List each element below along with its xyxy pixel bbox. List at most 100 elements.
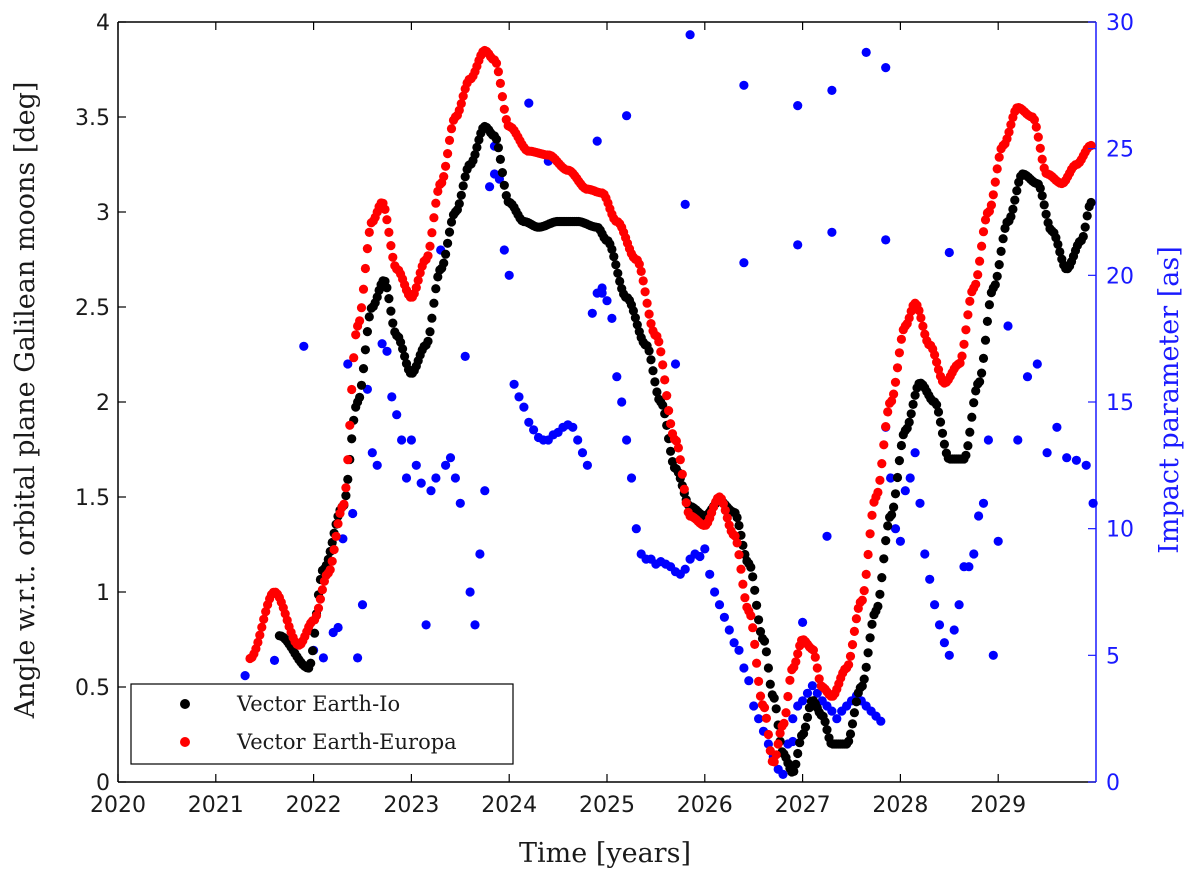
series-earth-io bbox=[274, 121, 1096, 777]
data-point bbox=[881, 536, 891, 546]
data-point bbox=[392, 410, 402, 420]
data-point bbox=[577, 448, 588, 458]
data-point bbox=[431, 473, 441, 483]
data-point bbox=[677, 469, 687, 479]
data-point bbox=[615, 276, 625, 286]
data-point bbox=[1035, 183, 1045, 193]
data-point bbox=[990, 177, 1000, 187]
data-point bbox=[318, 653, 328, 663]
data-point bbox=[964, 562, 974, 572]
data-point bbox=[458, 181, 468, 191]
data-point bbox=[670, 359, 681, 369]
data-point bbox=[700, 544, 710, 554]
y-tick-label-left: 1.5 bbox=[75, 486, 110, 511]
y-tick-label-left: 2.5 bbox=[75, 296, 110, 321]
data-point bbox=[356, 380, 367, 390]
data-point bbox=[514, 392, 524, 402]
data-point bbox=[867, 619, 877, 629]
data-point bbox=[890, 489, 901, 499]
data-point bbox=[978, 353, 989, 363]
data-point bbox=[739, 663, 749, 673]
data-point bbox=[1035, 143, 1045, 153]
data-point bbox=[524, 417, 534, 427]
data-point bbox=[881, 235, 891, 245]
y-tick-label-left: 4 bbox=[96, 11, 110, 36]
data-point bbox=[906, 409, 916, 419]
data-point bbox=[626, 473, 637, 483]
data-point bbox=[364, 312, 374, 322]
data-point bbox=[443, 149, 453, 159]
data-point bbox=[413, 275, 423, 285]
data-point bbox=[622, 111, 632, 121]
data-point bbox=[851, 614, 862, 624]
data-point bbox=[827, 85, 837, 95]
data-point bbox=[863, 648, 873, 658]
data-point bbox=[421, 620, 431, 630]
data-point bbox=[895, 536, 906, 546]
data-point bbox=[773, 739, 783, 749]
data-point bbox=[759, 703, 770, 713]
data-point bbox=[752, 600, 762, 610]
data-point bbox=[1037, 154, 1047, 164]
data-point bbox=[949, 625, 959, 635]
data-point bbox=[961, 325, 971, 335]
data-point bbox=[568, 422, 578, 432]
data-point bbox=[978, 227, 989, 237]
data-point bbox=[932, 400, 942, 410]
data-point bbox=[640, 287, 650, 297]
data-point bbox=[982, 316, 993, 326]
data-point bbox=[910, 448, 920, 458]
data-point bbox=[993, 536, 1003, 546]
data-point bbox=[967, 412, 977, 422]
data-point bbox=[602, 296, 612, 306]
data-point bbox=[1013, 435, 1023, 445]
data-point bbox=[425, 327, 435, 337]
data-point bbox=[355, 316, 365, 326]
data-point bbox=[380, 204, 390, 214]
data-point bbox=[857, 595, 867, 605]
data-point bbox=[240, 671, 250, 681]
data-point bbox=[933, 407, 944, 417]
data-point bbox=[802, 712, 813, 723]
data-point bbox=[793, 748, 803, 759]
data-point bbox=[720, 505, 730, 515]
data-point bbox=[732, 538, 742, 548]
data-point bbox=[431, 198, 441, 208]
data-point bbox=[832, 714, 842, 724]
legend-marker-io bbox=[180, 699, 190, 709]
data-point bbox=[761, 713, 772, 723]
data-point bbox=[744, 676, 754, 686]
data-point bbox=[660, 375, 670, 385]
data-point bbox=[763, 663, 774, 673]
data-point bbox=[905, 473, 915, 483]
data-point bbox=[1078, 231, 1088, 242]
data-point bbox=[886, 473, 896, 483]
data-point bbox=[325, 565, 335, 575]
data-point bbox=[656, 347, 666, 357]
plot-frame bbox=[117, 21, 1097, 783]
data-point bbox=[867, 510, 877, 520]
data-point bbox=[664, 406, 674, 416]
data-point bbox=[504, 270, 514, 280]
data-point bbox=[609, 252, 619, 262]
y-tick-label-left: 0.5 bbox=[75, 676, 110, 701]
y-tick-label-left: 3 bbox=[96, 201, 110, 226]
data-point bbox=[675, 455, 685, 465]
data-point bbox=[705, 569, 715, 579]
data-point bbox=[765, 679, 775, 689]
data-point bbox=[754, 714, 764, 724]
data-point bbox=[680, 199, 690, 209]
data-point bbox=[666, 419, 676, 429]
data-point bbox=[367, 448, 377, 458]
data-point bbox=[636, 266, 646, 276]
data-point bbox=[450, 473, 460, 483]
y-tick-label-right: 0 bbox=[1106, 771, 1120, 796]
data-point bbox=[980, 215, 991, 225]
y-axis-title-left: Angle w.r.t. orbital plane Galilean moon… bbox=[10, 82, 41, 720]
data-point bbox=[845, 729, 856, 739]
data-point bbox=[750, 639, 760, 650]
data-point bbox=[1022, 372, 1033, 382]
data-point bbox=[429, 213, 439, 223]
data-point bbox=[456, 190, 466, 200]
